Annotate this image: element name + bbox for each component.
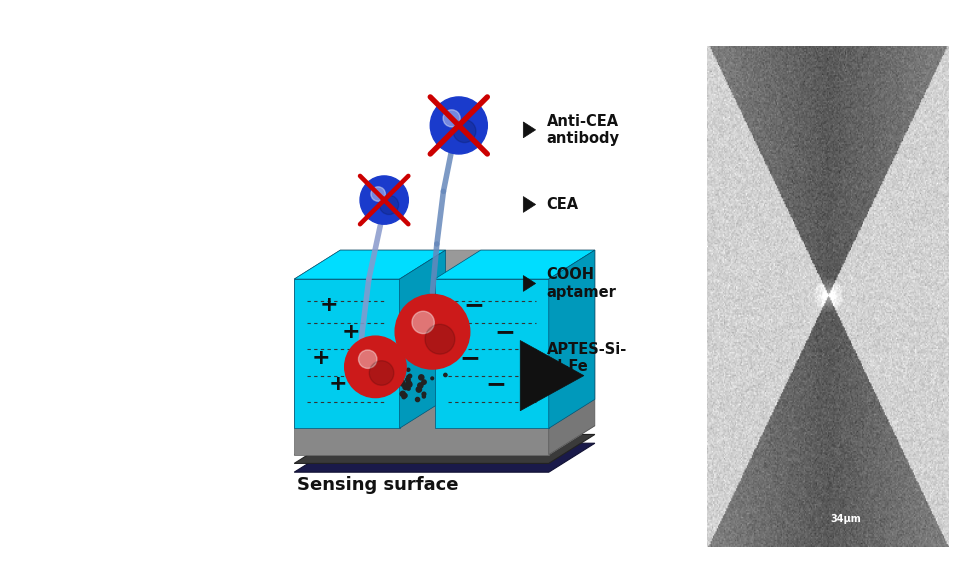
Circle shape bbox=[407, 368, 409, 371]
Circle shape bbox=[369, 361, 394, 385]
Circle shape bbox=[400, 391, 406, 397]
Polygon shape bbox=[294, 250, 595, 279]
Text: +: + bbox=[320, 295, 339, 315]
Circle shape bbox=[431, 377, 434, 380]
Circle shape bbox=[418, 336, 422, 340]
Circle shape bbox=[429, 340, 434, 345]
Circle shape bbox=[407, 381, 412, 388]
Circle shape bbox=[420, 340, 423, 344]
Text: CEA: CEA bbox=[547, 197, 579, 212]
Circle shape bbox=[430, 97, 487, 154]
Circle shape bbox=[422, 392, 426, 396]
Circle shape bbox=[422, 380, 426, 384]
Text: −: − bbox=[495, 320, 515, 344]
Circle shape bbox=[415, 335, 420, 340]
Circle shape bbox=[412, 311, 435, 333]
Circle shape bbox=[418, 336, 422, 340]
Circle shape bbox=[416, 341, 420, 344]
Circle shape bbox=[422, 395, 425, 398]
Circle shape bbox=[397, 374, 400, 377]
Circle shape bbox=[416, 387, 421, 392]
Circle shape bbox=[453, 120, 476, 142]
Circle shape bbox=[360, 176, 408, 224]
Text: 34μm: 34μm bbox=[831, 514, 862, 524]
Text: −: − bbox=[486, 372, 506, 396]
Circle shape bbox=[407, 387, 410, 390]
Polygon shape bbox=[294, 443, 595, 472]
Polygon shape bbox=[294, 426, 595, 455]
Circle shape bbox=[358, 350, 377, 368]
Circle shape bbox=[403, 393, 408, 398]
Circle shape bbox=[443, 373, 447, 377]
Circle shape bbox=[423, 331, 428, 335]
Polygon shape bbox=[435, 250, 595, 279]
Circle shape bbox=[425, 324, 455, 354]
Circle shape bbox=[371, 187, 385, 201]
Circle shape bbox=[402, 395, 406, 398]
Circle shape bbox=[408, 374, 411, 378]
Polygon shape bbox=[549, 250, 595, 455]
Circle shape bbox=[411, 329, 416, 334]
Circle shape bbox=[408, 332, 412, 336]
Text: +: + bbox=[329, 374, 348, 394]
Circle shape bbox=[345, 336, 407, 398]
Circle shape bbox=[407, 378, 408, 381]
Text: APTES-Si-
Al-Fe: APTES-Si- Al-Fe bbox=[547, 342, 627, 374]
Circle shape bbox=[430, 337, 435, 342]
Circle shape bbox=[421, 381, 425, 385]
Circle shape bbox=[401, 380, 405, 384]
Circle shape bbox=[432, 336, 436, 340]
Text: −: − bbox=[459, 346, 480, 370]
Text: +: + bbox=[312, 348, 330, 368]
Polygon shape bbox=[520, 340, 584, 411]
Circle shape bbox=[400, 334, 402, 336]
Circle shape bbox=[400, 381, 406, 386]
Circle shape bbox=[415, 397, 420, 402]
Text: Sensing surface: Sensing surface bbox=[297, 477, 458, 494]
Polygon shape bbox=[294, 434, 595, 463]
Polygon shape bbox=[524, 350, 535, 366]
Polygon shape bbox=[524, 197, 535, 213]
Circle shape bbox=[414, 341, 417, 344]
Circle shape bbox=[403, 384, 408, 390]
Polygon shape bbox=[294, 279, 549, 455]
Text: COOH
aptamer: COOH aptamer bbox=[547, 267, 617, 300]
Circle shape bbox=[407, 376, 409, 378]
Polygon shape bbox=[549, 250, 595, 428]
Text: −: − bbox=[464, 294, 485, 317]
Circle shape bbox=[418, 383, 423, 388]
Circle shape bbox=[379, 196, 399, 214]
Circle shape bbox=[412, 341, 417, 347]
Circle shape bbox=[395, 295, 469, 369]
Polygon shape bbox=[435, 279, 549, 428]
Polygon shape bbox=[294, 250, 445, 279]
Polygon shape bbox=[400, 250, 445, 428]
Text: Anti-CEA
antibody: Anti-CEA antibody bbox=[547, 113, 620, 146]
Circle shape bbox=[443, 110, 460, 127]
Circle shape bbox=[414, 334, 416, 337]
Polygon shape bbox=[524, 275, 535, 291]
Circle shape bbox=[406, 377, 410, 382]
Circle shape bbox=[407, 381, 411, 386]
Text: +: + bbox=[342, 321, 360, 342]
Polygon shape bbox=[294, 279, 400, 428]
Circle shape bbox=[419, 375, 424, 380]
Polygon shape bbox=[524, 122, 535, 138]
